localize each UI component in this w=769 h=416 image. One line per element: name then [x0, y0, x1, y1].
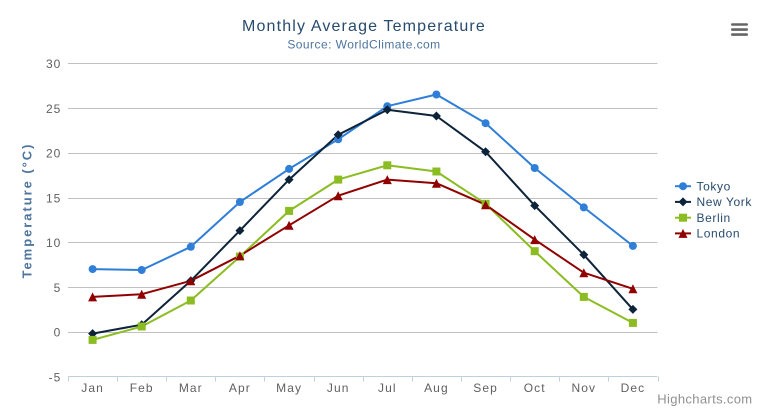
svg-text:May: May — [276, 381, 302, 395]
svg-text:Berlin: Berlin — [697, 211, 731, 225]
svg-text:20: 20 — [46, 147, 61, 161]
svg-text:Tokyo: Tokyo — [697, 179, 731, 193]
svg-text:London: London — [697, 227, 741, 241]
svg-text:Oct: Oct — [524, 381, 546, 395]
svg-text:Mar: Mar — [179, 381, 203, 395]
svg-text:Apr: Apr — [229, 381, 251, 395]
svg-text:10: 10 — [46, 236, 61, 250]
svg-text:30: 30 — [46, 57, 61, 71]
svg-text:Feb: Feb — [130, 381, 154, 395]
svg-text:Source: WorldClimate.com: Source: WorldClimate.com — [287, 38, 440, 52]
svg-text:Dec: Dec — [621, 381, 646, 395]
svg-text:Jan: Jan — [81, 381, 104, 395]
svg-text:Highcharts.com: Highcharts.com — [657, 391, 752, 406]
svg-text:Sep: Sep — [473, 381, 498, 395]
svg-text:Nov: Nov — [571, 381, 596, 395]
svg-text:5: 5 — [54, 281, 62, 295]
svg-text:Monthly Average Temperature: Monthly Average Temperature — [242, 18, 486, 35]
svg-text:-5: -5 — [49, 370, 62, 384]
svg-text:15: 15 — [46, 191, 61, 205]
svg-text:New York: New York — [697, 195, 753, 209]
svg-text:0: 0 — [54, 326, 62, 340]
svg-text:Temperature (°C): Temperature (°C) — [20, 143, 35, 279]
svg-text:Aug: Aug — [424, 381, 449, 395]
svg-text:Jul: Jul — [378, 381, 397, 395]
svg-text:25: 25 — [46, 102, 61, 116]
svg-text:Jun: Jun — [327, 381, 350, 395]
